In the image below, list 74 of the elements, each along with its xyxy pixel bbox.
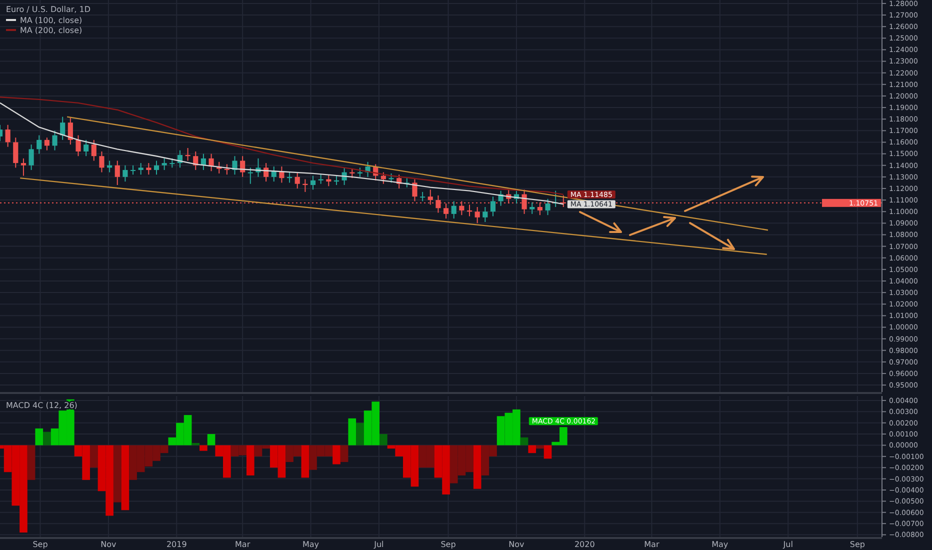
candlestick: [326, 174, 332, 187]
bar: [340, 445, 348, 462]
bar: [200, 445, 208, 451]
candlestick: [52, 130, 58, 151]
x-tick-label: May: [712, 540, 728, 549]
candlestick: [530, 202, 535, 214]
x-tick-label: May: [302, 540, 320, 549]
x-tick-label: Mar: [644, 540, 660, 549]
candlestick: [84, 139, 89, 157]
candlestick: [76, 134, 81, 157]
x-tick-label: Sep: [850, 540, 865, 549]
candlestick: [412, 178, 418, 202]
candlestick: [490, 196, 496, 217]
candlestick: [44, 137, 50, 151]
x-tick-label: Jul: [373, 540, 384, 549]
candlestick: [154, 160, 160, 176]
candlestick: [240, 156, 246, 178]
legend-label: MA (200, close): [20, 26, 82, 35]
x-tick-label: Mar: [235, 540, 251, 549]
candlestick: [388, 172, 394, 184]
x-tick-label: Nov: [100, 540, 116, 549]
candlestick: [420, 191, 426, 202]
candlestick: [28, 144, 34, 170]
x-tick-label: Sep: [440, 540, 456, 549]
candlestick: [99, 150, 104, 173]
candlestick: [208, 153, 214, 172]
bar: [113, 445, 122, 502]
candlestick: [60, 116, 66, 140]
candlestick: [36, 134, 42, 154]
bar: [43, 432, 51, 446]
x-tick-label: 2020: [574, 540, 595, 549]
candlestick: [310, 175, 316, 190]
candlestick: [68, 117, 73, 146]
candlestick: [451, 200, 456, 220]
x-tick-label: Jul: [782, 540, 793, 549]
text: Euro / U.S. Dollar, 1D: [6, 5, 91, 14]
candlestick: [232, 156, 238, 176]
bar: [246, 445, 254, 476]
candlestick: [146, 162, 152, 176]
x-tick-label: Sep: [32, 540, 48, 549]
bar: [121, 445, 130, 510]
bar: [544, 445, 552, 459]
bar: [473, 445, 482, 489]
candlestick: [130, 164, 136, 176]
candlestick: [20, 158, 26, 176]
bar: [356, 422, 364, 446]
candlestick: [443, 203, 449, 220]
candlestick: [122, 164, 128, 182]
x-tick-label: Nov: [508, 540, 525, 549]
candlestick: [482, 206, 488, 223]
candlestick: [294, 172, 300, 189]
x-tick-label: 2019: [166, 540, 187, 549]
legend-label: MA (100, close): [20, 16, 82, 25]
candlestick: [545, 198, 550, 216]
bar: [332, 445, 340, 464]
bar: [520, 437, 528, 446]
candlestick: [13, 137, 18, 168]
bar: [380, 434, 388, 446]
bar: [528, 445, 536, 454]
candlestick: [138, 162, 144, 176]
candlestick: [91, 139, 96, 162]
candlestick: [5, 124, 10, 148]
bar: [207, 434, 216, 446]
candlestick: [114, 160, 120, 186]
bar: [348, 418, 356, 446]
candlestick: [474, 206, 480, 224]
bar: [301, 445, 310, 478]
candlestick: [248, 167, 253, 184]
bar: [35, 428, 44, 446]
bar: [90, 445, 98, 468]
bar: [536, 445, 544, 449]
bar: [27, 445, 36, 480]
candlestick: [162, 158, 167, 170]
candlestick: [318, 174, 324, 184]
